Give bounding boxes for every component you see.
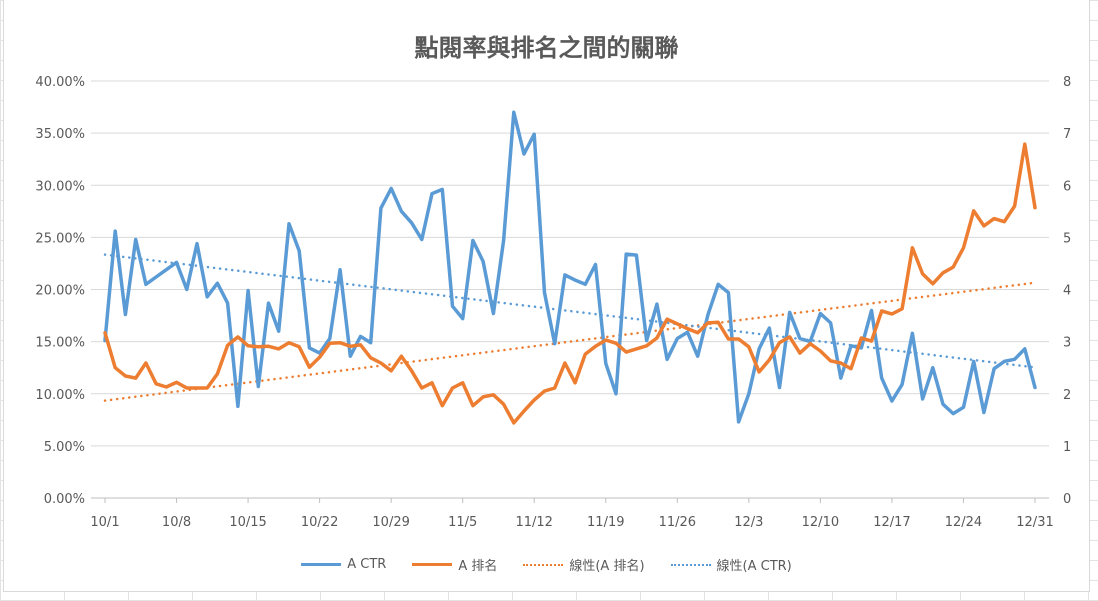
x-tick-label: 12/24 bbox=[945, 515, 982, 530]
legend-swatch bbox=[523, 563, 564, 566]
y-left-tick-label: 20.00% bbox=[35, 284, 85, 299]
series-line-ctr bbox=[103, 110, 1037, 424]
legend: A CTR A 排名 線性(A 排名) 線性(A CTR) bbox=[4, 555, 1089, 574]
y-left-tick-label: 0.00% bbox=[44, 492, 85, 507]
legend-item-rank: A 排名 bbox=[412, 555, 497, 574]
chart-area[interactable]: 0.00% 5.00% 10.00% 15.00% 20.00% 25.00% 30.00%… bbox=[3, 0, 1090, 592]
y-left-tick-label: 30.00% bbox=[35, 179, 85, 194]
y-left-tick-label: 15.00% bbox=[35, 336, 85, 351]
x-tick-label: 10/29 bbox=[372, 515, 409, 530]
x-tick-label: 11/5 bbox=[448, 515, 477, 530]
y-left-tick-label: 25.00% bbox=[35, 231, 85, 246]
x-tick-label: 10/22 bbox=[301, 515, 338, 530]
x-tick-label: 11/12 bbox=[515, 515, 552, 530]
chart-title: 點閱率與排名之間的關聯 bbox=[414, 34, 679, 62]
series-line-rank bbox=[103, 142, 1037, 425]
x-tick-label: 10/15 bbox=[229, 515, 266, 530]
trendline-rank bbox=[103, 281, 1037, 402]
y-right-tick-label: 5 bbox=[1063, 231, 1071, 246]
legend-item-rank-trend: 線性(A 排名) bbox=[523, 555, 645, 574]
plot-area: 0.00% 5.00% 10.00% 15.00% 20.00% 25.00% 30.00%… bbox=[35, 75, 1071, 530]
legend-label: A CTR bbox=[347, 557, 387, 572]
x-tick-label: 11/26 bbox=[659, 515, 696, 530]
legend-swatch bbox=[670, 563, 711, 566]
x-tick-label: 11/19 bbox=[587, 515, 624, 530]
legend-label: A 排名 bbox=[458, 559, 498, 574]
y-right-tick-label: 4 bbox=[1063, 284, 1071, 299]
y-left-tick-label: 35.00% bbox=[35, 127, 85, 142]
y-left-tick-label: 40.00% bbox=[35, 75, 85, 90]
y-right-tick-label: 2 bbox=[1063, 388, 1071, 403]
x-tick-label: 10/8 bbox=[162, 515, 191, 530]
x-tick-label: 12/31 bbox=[1016, 515, 1053, 530]
y-right-tick-label: 6 bbox=[1063, 179, 1071, 194]
x-tick-label: 10/1 bbox=[90, 515, 119, 530]
legend-label: 線性(A CTR) bbox=[716, 559, 792, 574]
y-left-tick-label: 5.00% bbox=[44, 440, 85, 455]
legend-label: 線性(A 排名) bbox=[569, 559, 645, 574]
y-right-tick-label: 1 bbox=[1063, 440, 1071, 455]
x-tick-label: 12/3 bbox=[734, 515, 763, 530]
x-tick-label: 12/10 bbox=[802, 515, 839, 530]
y-right-tick-label: 7 bbox=[1063, 127, 1071, 142]
x-tick-label: 12/17 bbox=[873, 515, 910, 530]
y-left-tick-label: 10.00% bbox=[35, 388, 85, 403]
y-right-tick-label: 3 bbox=[1063, 336, 1071, 351]
legend-item-ctr: A CTR bbox=[301, 555, 386, 574]
legend-item-ctr-trend: 線性(A CTR) bbox=[670, 555, 792, 574]
y-right-tick-label: 8 bbox=[1063, 75, 1071, 90]
trendline-ctr bbox=[103, 253, 1037, 369]
legend-swatch bbox=[301, 563, 342, 566]
legend-swatch bbox=[412, 563, 453, 566]
y-right-tick-label: 0 bbox=[1063, 492, 1071, 507]
